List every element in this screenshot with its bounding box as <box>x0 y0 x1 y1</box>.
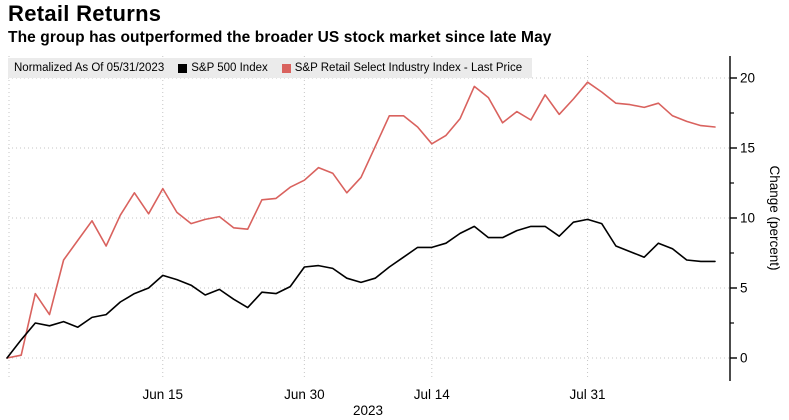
y-tick-label: 15 <box>740 141 755 156</box>
x-tick-label: Jul 14 <box>414 387 451 402</box>
y-tick-label: 5 <box>740 281 748 296</box>
x-axis-year: 2023 <box>353 403 383 418</box>
legend-item-sp500: S&P 500 Index <box>178 62 268 74</box>
y-axis-title: Change (percent) <box>767 165 782 270</box>
chart-subtitle: The group has outperformed the broader U… <box>8 29 552 46</box>
x-axis-labels: Jun 15 Jun 30 Jul 14 Jul 31 2023 <box>142 387 605 418</box>
gridlines <box>8 56 730 380</box>
legend-note: Normalized As Of 05/31/2023 <box>14 62 165 74</box>
series-sp500-line <box>6 218 716 359</box>
legend-label-retail: S&P Retail Select Industry Index - Last … <box>294 62 523 74</box>
y-tick-label: 10 <box>740 211 755 226</box>
x-tick-label: Jul 31 <box>570 387 606 402</box>
y-tick-label: 20 <box>740 71 755 86</box>
y-tick-label: 0 <box>740 351 748 366</box>
sp500-swatch-icon <box>178 63 188 73</box>
retail-swatch-icon <box>281 63 291 73</box>
x-tick-label: Jun 30 <box>284 387 325 402</box>
legend: Normalized As Of 05/31/2023 S&P 500 Inde… <box>8 58 533 78</box>
x-tick-label: Jun 15 <box>142 387 183 402</box>
legend-label-sp500: S&P 500 Index <box>191 62 268 74</box>
y-axis: 0 5 10 15 20 <box>729 56 755 381</box>
legend-item-retail: S&P Retail Select Industry Index - Last … <box>281 62 523 74</box>
series-retail-line <box>6 81 716 359</box>
chart-title: Retail Returns <box>8 1 162 26</box>
